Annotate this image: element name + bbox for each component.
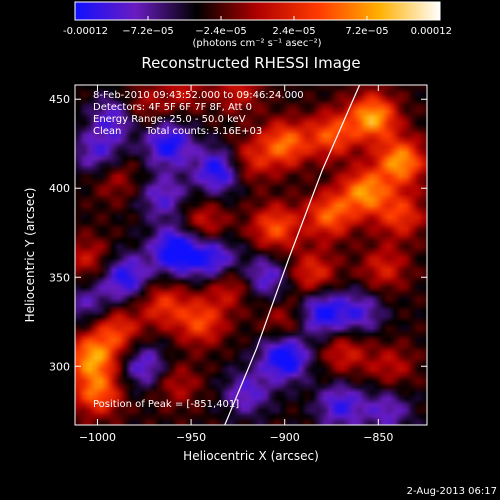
chart-title: Reconstructed RHESSI Image [141,54,360,72]
x-axis-label: Heliocentric X (arcsec) [183,449,319,463]
x-tick-label: −1000 [79,431,116,444]
solar-limb-line [224,85,361,425]
colorbar-tick-label: 7.2e−05 [345,26,388,37]
x-tick-label: −900 [270,431,300,444]
x-axis-ticks: −1000 −950 −900 −850 [79,85,393,444]
y-tick-label: 300 [49,360,70,373]
annotation-time-range: 8-Feb-2010 09:43:52.000 to 09:46:24.000 [93,90,304,101]
y-axis-label: Heliocentric Y (arcsec) [23,188,37,323]
colorbar-gradient [74,1,441,21]
x-tick-label: −850 [363,431,393,444]
colorbar-ticks: -0.00012 −7.2e−05 −2.4e−05 2.4e−05 7.2e−05 0.… [63,16,452,37]
colorbar-tick-label: −2.4e−05 [195,26,247,37]
colorbar-tick-label: 2.4e−05 [272,26,315,37]
annotation-detectors: Detectors: 4F 5F 6F 7F 8F, Att 0 [93,102,252,113]
x-tick-label: −950 [176,431,206,444]
colorbar-tick-label: −7.2e−05 [122,26,174,37]
annotation-peak: Position of Peak = [-851,401] [93,399,239,410]
y-tick-label: 350 [49,271,70,284]
colorbar: -0.00012 −7.2e−05 −2.4e−05 2.4e−05 7.2e−05 0.… [63,1,452,49]
colorbar-units: (photons cm⁻² s⁻¹ asec⁻²) [192,38,321,49]
plot-frame [74,84,428,426]
y-tick-label: 450 [49,93,70,106]
y-axis-ticks: 300 350 400 450 [49,93,427,373]
footer-date: 2-Aug-2013 06:17 [407,486,497,497]
y-tick-label: 400 [49,182,70,195]
plot-area: −1000 −950 −900 −850 300 350 400 450 8-Feb-201… [49,84,428,444]
annotation-method: Clean [93,126,121,137]
heatmap-image [75,85,427,425]
annotation-energy: Energy Range: 25.0 - 50.0 keV [93,114,246,125]
annotation-counts: Total counts: 3.16E+03 [145,126,262,137]
colorbar-tick-label: -0.00012 [63,26,108,37]
colorbar-tick-label: 0.00012 [411,26,452,37]
